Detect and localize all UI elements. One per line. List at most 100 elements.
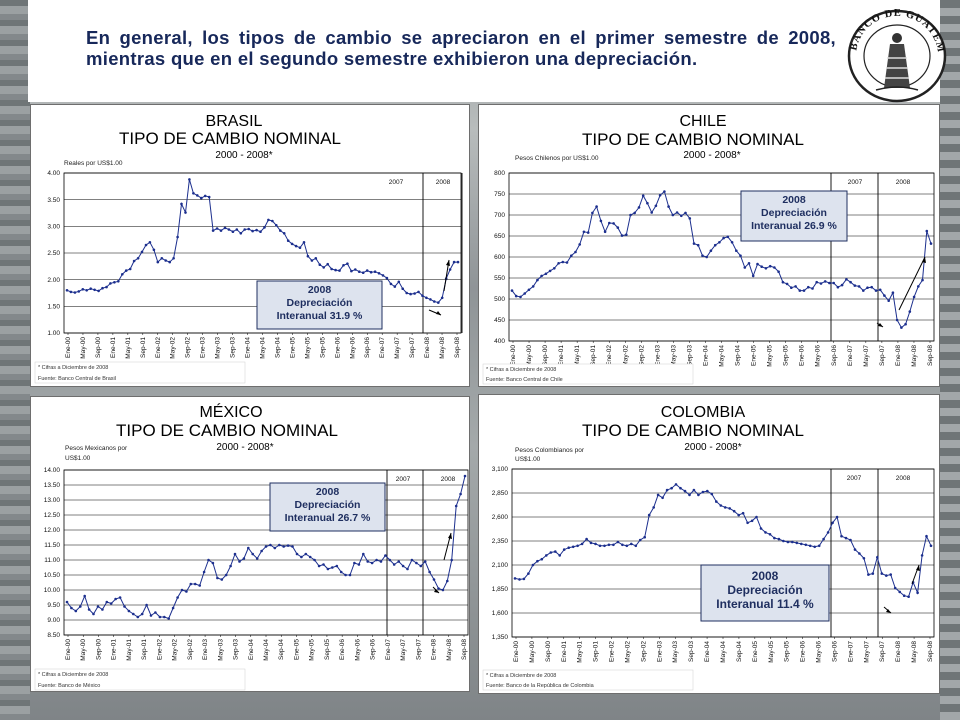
x-tick-label: Sep-07	[415, 639, 422, 660]
data-point	[69, 290, 73, 294]
data-point	[773, 266, 776, 269]
data-point	[710, 492, 714, 496]
data-point	[591, 211, 594, 215]
data-point	[243, 228, 246, 231]
data-point	[777, 537, 781, 541]
data-point	[696, 243, 700, 247]
data-point	[578, 243, 581, 246]
data-point	[907, 595, 910, 598]
depreciation-year: 2008	[752, 569, 779, 583]
data-point	[264, 545, 268, 548]
data-point	[522, 577, 526, 581]
data-point	[674, 483, 678, 486]
y-tick-label: 3.50	[47, 197, 60, 204]
data-point	[589, 541, 593, 545]
data-point	[679, 486, 682, 490]
y-tick-label: 2,600	[492, 514, 509, 521]
y-tick-label: 4.00	[47, 170, 60, 177]
data-point	[160, 257, 164, 260]
data-point	[74, 609, 78, 613]
data-point	[697, 493, 700, 497]
data-point	[203, 194, 207, 198]
depreciation-year: 2008	[316, 486, 340, 498]
data-point	[874, 289, 878, 292]
data-point	[65, 289, 69, 292]
data-point	[667, 205, 670, 208]
data-point	[96, 605, 100, 608]
data-point	[302, 241, 306, 244]
data-point	[889, 573, 892, 576]
chart-panel-chile: CHILE TIPO DE CAMBIO NOMINAL 2000 - 2008* P…	[478, 104, 940, 387]
x-tick-label: Ene-05	[751, 345, 758, 366]
data-point	[298, 246, 302, 249]
data-point	[211, 229, 215, 232]
x-tick-label: May-01	[125, 337, 132, 359]
data-point	[83, 594, 86, 598]
data-point	[719, 504, 723, 507]
data-point	[379, 560, 383, 563]
x-tick-label: May-04	[719, 345, 726, 367]
data-point	[929, 544, 933, 548]
arrow-up-head	[448, 533, 452, 539]
x-tick-label: May-06	[816, 641, 823, 663]
data-point	[279, 229, 282, 232]
data-point	[616, 226, 620, 229]
data-point	[331, 566, 334, 569]
data-point	[807, 285, 810, 289]
data-point	[726, 235, 730, 239]
data-point	[365, 269, 369, 272]
data-point	[586, 231, 590, 234]
x-tick-label: Sep-02	[185, 337, 192, 358]
depreciation-label: Depreciación	[295, 499, 361, 511]
data-point	[456, 260, 460, 264]
depreciation-box	[269, 482, 386, 532]
data-point	[128, 267, 132, 271]
y-tick-label: 1.50	[47, 304, 60, 311]
data-point	[643, 535, 646, 539]
y-tick-label: 12.00	[44, 527, 61, 534]
data-point	[723, 506, 727, 509]
data-point	[826, 531, 830, 534]
data-point	[229, 564, 232, 568]
data-point	[709, 249, 713, 252]
x-tick-label: Ene-05	[293, 639, 300, 660]
data-point	[176, 596, 179, 599]
chart-note: * Cifras a Diciembre de 2008	[486, 367, 556, 373]
data-point	[680, 214, 683, 218]
x-tick-label: Ene-07	[847, 345, 854, 366]
data-point	[216, 576, 219, 580]
y-tick-label: 10.50	[44, 572, 61, 579]
data-point	[362, 552, 365, 556]
series-line	[514, 483, 932, 598]
data-point	[654, 204, 658, 208]
data-point	[207, 195, 211, 199]
data-point	[857, 285, 861, 288]
y-axis-label-cont: US$1.00	[65, 455, 91, 462]
x-tick-label: Ene-02	[606, 345, 613, 366]
data-point	[450, 558, 454, 562]
x-tick-label: Sep-04	[274, 337, 281, 358]
data-point	[646, 201, 649, 205]
data-point	[350, 269, 353, 273]
arrow-up-head	[922, 257, 926, 263]
data-point	[369, 270, 373, 274]
data-point	[282, 545, 285, 548]
x-tick-label: Sep-03	[233, 639, 240, 660]
data-point	[759, 527, 763, 530]
data-point	[140, 250, 144, 254]
data-point	[433, 300, 436, 303]
x-tick-label: Sep-07	[879, 345, 886, 366]
data-point	[452, 260, 456, 264]
data-point	[145, 603, 148, 607]
chart-subtitle: TIPO DE CAMBIO NOMINAL	[119, 129, 341, 148]
title-band	[28, 0, 940, 102]
depreciation-box	[256, 280, 383, 330]
data-point	[463, 474, 467, 478]
data-point	[263, 226, 266, 229]
data-point	[238, 560, 241, 563]
x-tick-label: Ene-06	[334, 337, 341, 358]
x-tick-label: Ene-01	[111, 639, 118, 660]
series-line	[66, 179, 458, 304]
x-tick-label: Sep-02	[187, 639, 194, 660]
data-point	[338, 269, 341, 272]
